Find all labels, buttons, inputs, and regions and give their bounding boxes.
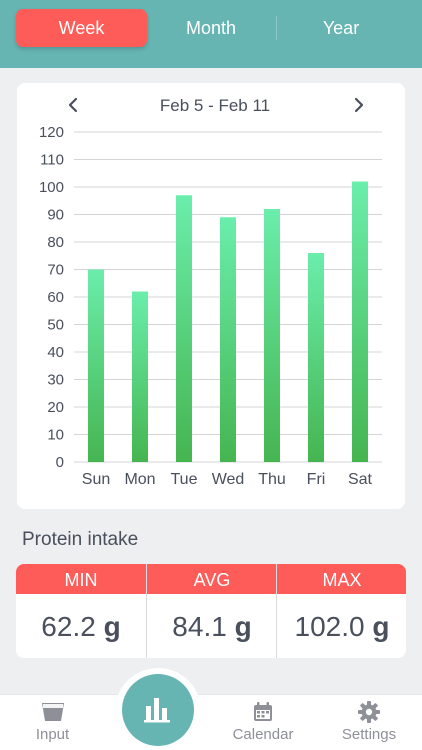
y-tick-label: 0 <box>56 454 64 471</box>
nav-calendar-label: Calendar <box>232 726 294 743</box>
cup-icon <box>40 701 66 728</box>
bar-wed[interactable] <box>220 217 236 462</box>
tab-year[interactable]: Year <box>322 18 360 38</box>
x-tick-label: Sun <box>82 471 110 488</box>
y-tick-label: 60 <box>47 289 64 306</box>
y-tick-label: 30 <box>47 372 64 389</box>
x-tick-label: Tue <box>171 471 198 488</box>
stats-button[interactable] <box>122 674 194 746</box>
stat-label: MAX <box>277 564 406 594</box>
stat-max: MAX 102.0 g <box>277 564 406 658</box>
bar-thu[interactable] <box>264 209 280 462</box>
period-segmented-control: Week Month Year <box>0 0 422 68</box>
chart-card <box>17 83 405 509</box>
chevron-right-icon[interactable] <box>349 95 369 119</box>
bars <box>88 181 368 463</box>
stat-divider <box>146 564 147 658</box>
nav-input[interactable]: Input <box>0 695 105 750</box>
nav-settings-label: Settings <box>341 726 397 743</box>
segment-divider <box>276 16 277 40</box>
stat-divider <box>276 564 277 658</box>
chevron-left-icon[interactable] <box>63 95 83 119</box>
stat-label: AVG <box>147 564 277 594</box>
y-tick-label: 10 <box>47 427 64 444</box>
tab-week[interactable]: Week <box>16 9 147 47</box>
y-tick-label: 90 <box>47 207 64 224</box>
gear-icon <box>358 701 380 728</box>
stats-panel: MIN 62.2 g AVG 84.1 g MAX 102.0 g <box>16 564 406 658</box>
y-tick-label: 40 <box>47 344 64 361</box>
x-tick-label: Sat <box>348 471 373 488</box>
x-tick-label: Wed <box>212 471 245 488</box>
bar-mon[interactable] <box>132 291 148 463</box>
summary-title: Protein intake <box>22 529 139 550</box>
bar-tue[interactable] <box>176 195 192 462</box>
y-tick-label: 100 <box>39 179 64 196</box>
calendar-icon <box>252 701 274 728</box>
bar-sat[interactable] <box>352 181 368 463</box>
stat-label: MIN <box>16 564 146 594</box>
bar-fri[interactable] <box>308 253 324 462</box>
tab-month[interactable]: Month <box>185 18 237 38</box>
stat-value: 102.0 g <box>294 611 390 642</box>
stat-value: 84.1 g <box>172 611 252 642</box>
protein-bar-chart: 0 10 20 30 40 50 60 70 80 90 100 110 120 Sun Mon Tue We… <box>39 124 382 488</box>
y-tick-label: 120 <box>39 124 64 141</box>
nav-settings[interactable]: Settings <box>316 695 422 750</box>
date-range-title: Feb 5 - Feb 11 <box>159 96 271 115</box>
stat-min: MIN 62.2 g <box>16 564 146 658</box>
y-tick-label: 80 <box>47 234 64 251</box>
bottom-tab-bar: Input Calendar <box>0 694 422 750</box>
x-tick-label: Fri <box>307 471 326 488</box>
nav-calendar[interactable]: Calendar <box>210 695 316 750</box>
stat-value: 62.2 g <box>41 611 121 642</box>
bar-chart-icon <box>144 698 170 723</box>
stat-avg: AVG 84.1 g <box>147 564 277 658</box>
x-axis: Sun Mon Tue Wed Thu Fri Sat <box>82 471 373 488</box>
bar-sun[interactable] <box>88 269 104 463</box>
y-axis: 0 10 20 30 40 50 60 70 80 90 100 110 120 <box>39 124 64 471</box>
x-tick-label: Thu <box>258 471 286 488</box>
y-tick-label: 110 <box>40 152 64 169</box>
chart-grid <box>74 131 382 463</box>
x-tick-label: Mon <box>124 471 155 488</box>
y-tick-label: 50 <box>47 317 64 334</box>
y-tick-label: 20 <box>47 399 64 416</box>
y-tick-label: 70 <box>47 262 64 279</box>
nav-input-label: Input <box>35 726 70 743</box>
